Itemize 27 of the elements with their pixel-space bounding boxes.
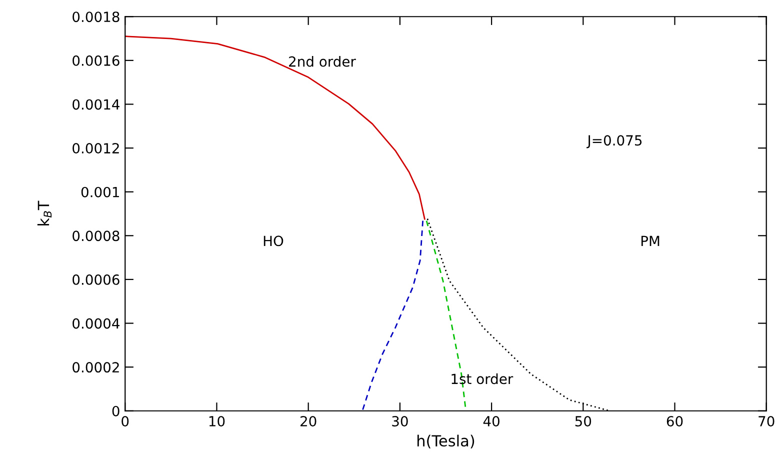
annotation: PM: [641, 236, 660, 246]
x-tick-label: 30: [392, 416, 408, 426]
y-tick-label: 0.0018: [72, 12, 120, 22]
x-tick-label: 40: [483, 416, 500, 426]
y-axis-title: k$_{B}$T: [37, 200, 52, 226]
y-tick-label: 0.0002: [72, 362, 119, 373]
x-tick-label: 50: [575, 416, 592, 426]
y-tick-label: 0.0016: [72, 55, 120, 66]
y-tick-label: 0: [112, 406, 120, 416]
line-series: [362, 220, 424, 411]
x-tick-label: 70: [758, 416, 774, 426]
line-series: [125, 36, 426, 220]
y-tick-label: 0.0008: [72, 230, 120, 242]
y-tick-label: 0.0006: [72, 274, 120, 285]
x-tick-label: 10: [209, 416, 225, 426]
annotation: HO: [264, 236, 284, 246]
x-tick-label: 20: [300, 416, 316, 426]
y-tick-label: 0.0012: [72, 143, 119, 154]
x-tick-label: 60: [666, 416, 683, 426]
x-axis-title: h(Tesla): [417, 434, 474, 448]
y-tick-label: 0.0004: [72, 318, 120, 329]
y-tick-label: 0.0014: [72, 99, 120, 110]
annotation: 2nd order: [289, 56, 356, 67]
annotation: J=0.075: [586, 135, 642, 148]
annotation: 1st order: [452, 373, 514, 384]
y-tick-label: 0.001: [81, 186, 119, 198]
x-tick-label: 0: [122, 416, 129, 426]
